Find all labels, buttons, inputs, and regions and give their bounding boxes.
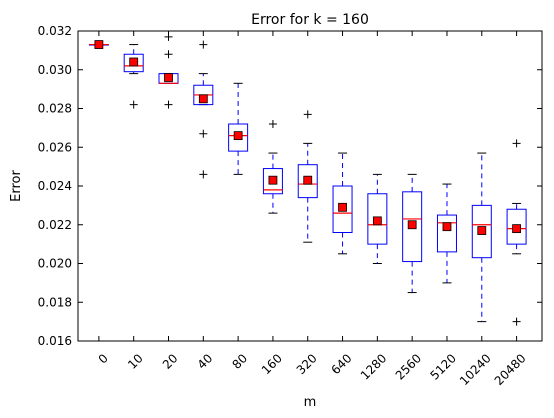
x-tick-label: 10240 bbox=[457, 351, 494, 388]
outlier-point bbox=[268, 120, 277, 128]
mean-marker bbox=[129, 57, 139, 67]
y-axis-label: Error bbox=[9, 170, 24, 202]
iqr-box bbox=[228, 123, 249, 152]
box-80 bbox=[228, 82, 249, 175]
x-tick-label: 320 bbox=[294, 351, 320, 377]
plot-frame bbox=[77, 30, 543, 342]
mean-marker bbox=[372, 216, 382, 226]
x-tick-label: 1280 bbox=[358, 351, 389, 382]
outlier-point bbox=[164, 50, 173, 59]
y-tick-label: 0.030 bbox=[38, 63, 72, 77]
iqr-box bbox=[332, 185, 353, 233]
box-5120 bbox=[436, 183, 457, 284]
x-tick-label: 20480 bbox=[492, 351, 529, 388]
iqr-box bbox=[123, 53, 144, 73]
box-20480 bbox=[506, 139, 527, 326]
x-axis-label: m bbox=[304, 395, 317, 410]
mean-marker bbox=[164, 73, 173, 82]
y-tick-label: 0.018 bbox=[38, 295, 72, 309]
y-tick-label: 0.016 bbox=[38, 334, 72, 348]
mean-marker bbox=[442, 222, 452, 232]
mean-marker bbox=[268, 175, 278, 185]
iqr-box bbox=[506, 208, 527, 245]
x-tick-label: 10 bbox=[125, 351, 146, 372]
y-tick-label: 0.028 bbox=[38, 102, 72, 116]
chart-title: Error for k = 160 bbox=[251, 12, 369, 28]
y-axis: 0.016 0.018 0.020 0.022 0.024 0.026 0.028 0.030… bbox=[38, 24, 542, 348]
box-10 bbox=[123, 44, 144, 109]
box-10240 bbox=[471, 152, 492, 323]
mean-marker bbox=[198, 94, 208, 104]
box-160 bbox=[262, 120, 283, 214]
y-tick-label: 0.022 bbox=[38, 218, 72, 232]
y-tick-label: 0.024 bbox=[38, 179, 72, 193]
iqr-box bbox=[297, 164, 318, 199]
box-2560 bbox=[402, 173, 423, 294]
outlier-point bbox=[199, 40, 208, 49]
outlier-point bbox=[303, 110, 312, 119]
x-tick-label: 2560 bbox=[393, 351, 424, 382]
outlier-point bbox=[512, 139, 521, 148]
x-tick-label: 40 bbox=[195, 351, 216, 372]
box-1280 bbox=[367, 173, 388, 264]
mean-marker bbox=[233, 131, 243, 141]
outlier-point bbox=[512, 317, 521, 326]
y-tick-label: 0.026 bbox=[38, 140, 72, 154]
mean-marker bbox=[407, 220, 417, 230]
mean-marker bbox=[477, 226, 487, 235]
mean-marker bbox=[338, 202, 347, 212]
box-series bbox=[88, 32, 527, 326]
outlier-point bbox=[164, 32, 173, 41]
x-tick-label: 160 bbox=[259, 351, 285, 377]
box-40 bbox=[193, 40, 214, 179]
iqr-box bbox=[262, 168, 283, 195]
iqr-box bbox=[436, 214, 457, 253]
iqr-box bbox=[367, 193, 388, 245]
x-tick-label: 80 bbox=[229, 351, 250, 372]
y-tick-label: 0.020 bbox=[38, 257, 72, 271]
box-0 bbox=[88, 40, 109, 49]
box-640 bbox=[332, 152, 353, 255]
outlier-point bbox=[199, 170, 208, 179]
outlier-point bbox=[129, 100, 138, 109]
outlier-point bbox=[164, 100, 173, 109]
x-tick-label: 640 bbox=[329, 351, 355, 377]
iqr-box bbox=[471, 204, 492, 259]
x-tick-label: 5120 bbox=[428, 351, 459, 382]
iqr-box bbox=[402, 191, 423, 263]
box-20 bbox=[158, 32, 179, 109]
outlier-point bbox=[199, 129, 208, 138]
y-tick-label: 0.032 bbox=[38, 24, 72, 38]
box-320 bbox=[297, 110, 318, 243]
mean-marker bbox=[303, 175, 313, 185]
x-tick-label: 0 bbox=[96, 351, 111, 366]
x-tick-label: 20 bbox=[160, 351, 181, 372]
mean-marker bbox=[512, 224, 521, 234]
mean-marker bbox=[94, 40, 104, 49]
